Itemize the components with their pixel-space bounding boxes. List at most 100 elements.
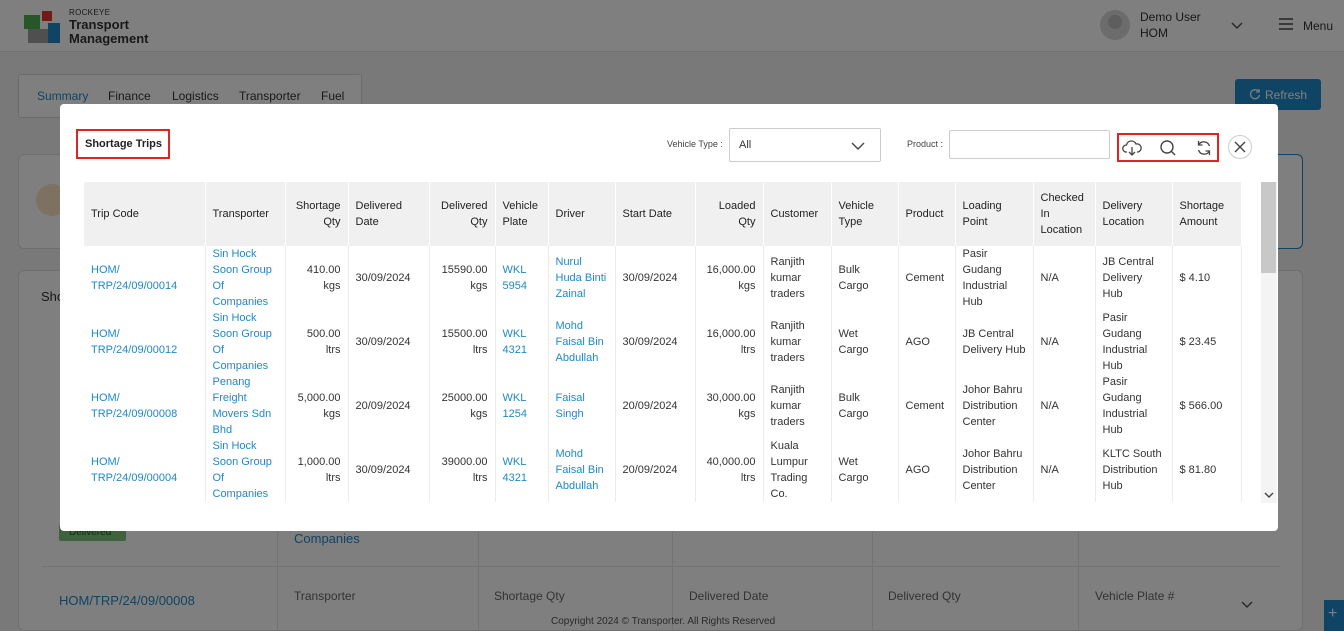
vehicle-plate-link[interactable]: WKL 5954: [495, 246, 549, 310]
col-delivered-date[interactable]: Delivered Date: [348, 182, 430, 246]
driver-link[interactable]: Faisal Singh: [548, 374, 616, 438]
customer: Ranjith kumar traders: [763, 246, 832, 310]
search-icon[interactable]: [1158, 139, 1178, 157]
modal-title: Shortage Trips: [76, 129, 170, 159]
start-date: 30/09/2024: [615, 246, 696, 310]
col-delivered-qty[interactable]: Delivered Qty: [429, 182, 496, 246]
shortage-trips-table: Trip Code Transporter Shortage Qty Deliv…: [84, 182, 1242, 502]
loading-point: Pasir Gudang Industrial Hub: [955, 246, 1034, 310]
col-vehicle-type[interactable]: Vehicle Type: [831, 182, 899, 246]
vehicle-type: Wet Cargo: [831, 310, 899, 374]
chevron-down-icon: [851, 142, 865, 150]
customer: Ranjith kumar traders: [763, 374, 832, 438]
trip-code-link[interactable]: HOM/ TRP/24/09/00014: [84, 246, 206, 310]
delivered-date: 20/09/2024: [348, 374, 430, 438]
checked-in-location: N/A: [1033, 246, 1096, 310]
loading-point: JB Central Delivery Hub: [955, 310, 1034, 374]
table-row[interactable]: HOM/ TRP/24/09/00008 Penang Freight Move…: [84, 374, 1242, 438]
loading-point: Johor Bahru Distribution Center: [955, 438, 1034, 502]
shortage-table-container[interactable]: Trip Code Transporter Shortage Qty Deliv…: [84, 182, 1260, 503]
driver-link[interactable]: Nurul Huda Binti Zainal: [548, 246, 616, 310]
shortage-amount: $ 81.80: [1172, 438, 1242, 502]
start-date: 30/09/2024: [615, 310, 696, 374]
cloud-download-icon[interactable]: [1122, 139, 1142, 157]
checked-in-location: N/A: [1033, 438, 1096, 502]
checked-in-location: N/A: [1033, 374, 1096, 438]
product: Cement: [898, 246, 956, 310]
col-loaded-qty[interactable]: Loaded Qty: [695, 182, 764, 246]
loaded-qty: 40,000.00 ltrs: [695, 438, 764, 502]
loaded-qty: 16,000.00 ltrs: [695, 310, 764, 374]
shortage-qty: 410.00 kgs: [285, 246, 349, 310]
refresh-icon[interactable]: [1194, 139, 1214, 157]
col-trip-code[interactable]: Trip Code: [84, 182, 206, 246]
transporter-link[interactable]: Sin Hock Soon Group Of Companies: [205, 438, 286, 502]
vehicle-type-value: All: [739, 139, 752, 151]
col-driver[interactable]: Driver: [548, 182, 616, 246]
trip-code-link[interactable]: HOM/ TRP/24/09/00012: [84, 310, 206, 374]
trip-code-link[interactable]: HOM/ TRP/24/09/00004: [84, 438, 206, 502]
driver-link[interactable]: Mohd Faisal Bin Abdullah: [548, 310, 616, 374]
delivered-qty: 39000.00 ltrs: [429, 438, 496, 502]
vehicle-type: Wet Cargo: [831, 438, 899, 502]
start-date: 20/09/2024: [615, 374, 696, 438]
delivery-location: KLTC South Distribution Hub: [1095, 438, 1173, 502]
vehicle-type-label: Vehicle Type :: [667, 139, 723, 149]
product: Cement: [898, 374, 956, 438]
shortage-amount: $ 4.10: [1172, 246, 1242, 310]
vehicle-type: Bulk Cargo: [831, 246, 899, 310]
customer: Kuala Lumpur Trading Co.: [763, 438, 832, 502]
table-actions: [1117, 133, 1219, 162]
table-row[interactable]: HOM/ TRP/24/09/00004 Sin Hock Soon Group…: [84, 438, 1242, 502]
delivered-date: 30/09/2024: [348, 310, 430, 374]
delivery-location: JB Central Delivery Hub: [1095, 246, 1173, 310]
transporter-link[interactable]: Sin Hock Soon Group Of Companies: [205, 246, 286, 310]
col-loading-point[interactable]: Loading Point: [955, 182, 1034, 246]
col-product[interactable]: Product: [898, 182, 956, 246]
driver-link[interactable]: Mohd Faisal Bin Abdullah: [548, 438, 616, 502]
shortage-qty: 1,000.00 ltrs: [285, 438, 349, 502]
loaded-qty: 30,000.00 kgs: [695, 374, 764, 438]
close-icon: [1234, 141, 1246, 153]
delivery-location: Pasir Gudang Industrial Hub: [1095, 310, 1173, 374]
table-row[interactable]: HOM/ TRP/24/09/00012 Sin Hock Soon Group…: [84, 310, 1242, 374]
scrollbar-thumb[interactable]: [1261, 182, 1276, 273]
delivered-date: 30/09/2024: [348, 438, 430, 502]
product-input[interactable]: [949, 130, 1110, 159]
loading-point: Johor Bahru Distribution Center: [955, 374, 1034, 438]
start-date: 20/09/2024: [615, 438, 696, 502]
col-shortage-qty[interactable]: Shortage Qty: [285, 182, 349, 246]
trip-code-link[interactable]: HOM/ TRP/24/09/00008: [84, 374, 206, 438]
col-vehicle-plate[interactable]: Vehicle Plate: [495, 182, 549, 246]
shortage-amount: $ 23.45: [1172, 310, 1242, 374]
close-button[interactable]: [1228, 135, 1252, 159]
loaded-qty: 16,000.00 kgs: [695, 246, 764, 310]
shortage-amount: $ 566.00: [1172, 374, 1242, 438]
col-delivery-location[interactable]: Delivery Location: [1095, 182, 1173, 246]
shortage-qty: 5,000.00 kgs: [285, 374, 349, 438]
product: AGO: [898, 438, 956, 502]
vehicle-type: Bulk Cargo: [831, 374, 899, 438]
shortage-qty: 500.00 ltrs: [285, 310, 349, 374]
delivered-qty: 25000.00 kgs: [429, 374, 496, 438]
vehicle-plate-link[interactable]: WKL 4321: [495, 438, 549, 502]
col-transporter[interactable]: Transporter: [205, 182, 286, 246]
vehicle-type-select[interactable]: All: [729, 128, 881, 162]
col-customer[interactable]: Customer: [763, 182, 832, 246]
vehicle-plate-link[interactable]: WKL 4321: [495, 310, 549, 374]
col-checked-in-location[interactable]: Checked In Location: [1033, 182, 1096, 246]
delivery-location: Pasir Gudang Industrial Hub: [1095, 374, 1173, 438]
table-header-row: Trip Code Transporter Shortage Qty Deliv…: [84, 182, 1242, 246]
table-row[interactable]: HOM/ TRP/24/09/00014 Sin Hock Soon Group…: [84, 246, 1242, 310]
product: AGO: [898, 310, 956, 374]
col-shortage-amount[interactable]: Shortage Amount: [1172, 182, 1242, 246]
chevron-down-icon[interactable]: [1263, 490, 1275, 500]
transporter-link[interactable]: Penang Freight Movers Sdn Bhd: [205, 374, 286, 438]
col-start-date[interactable]: Start Date: [615, 182, 696, 246]
customer: Ranjith kumar traders: [763, 310, 832, 374]
vehicle-plate-link[interactable]: WKL 1254: [495, 374, 549, 438]
transporter-link[interactable]: Sin Hock Soon Group Of Companies: [205, 310, 286, 374]
delivered-qty: 15500.00 ltrs: [429, 310, 496, 374]
product-label: Product :: [907, 139, 944, 149]
shortage-trips-modal: Shortage Trips Vehicle Type : All Produc…: [60, 104, 1278, 531]
